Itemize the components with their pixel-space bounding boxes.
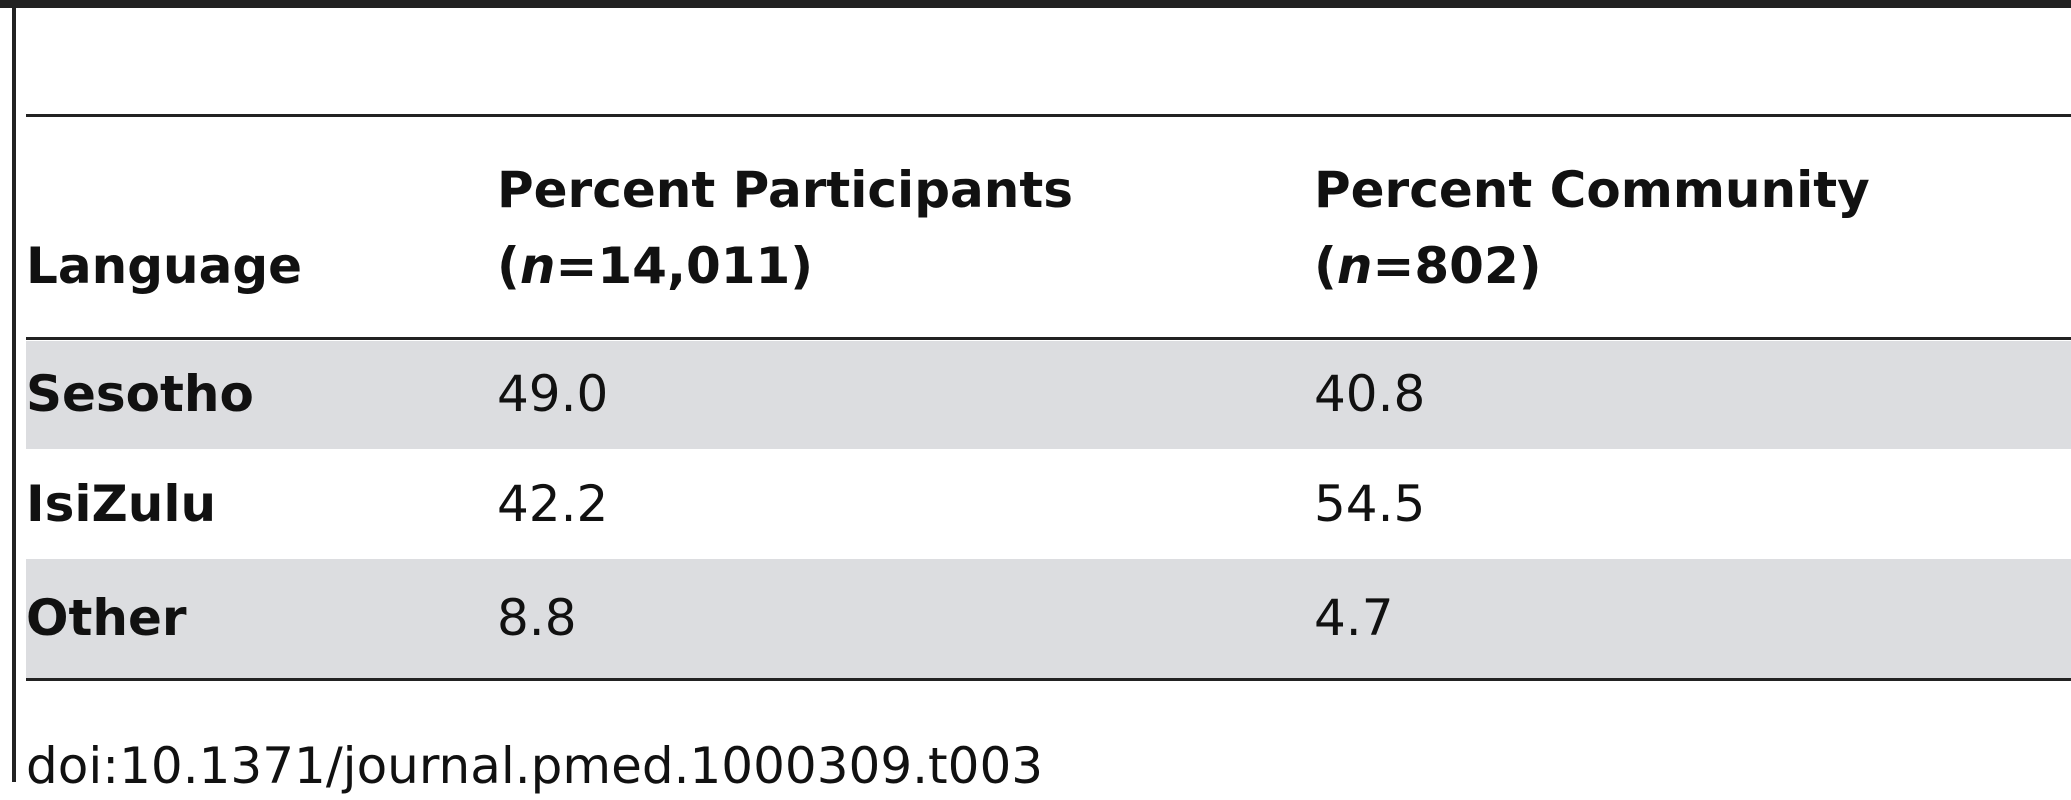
- table-cell: 42.2: [497, 475, 609, 533]
- header-cell: (n=802): [1314, 236, 1542, 296]
- doi: doi:10.1371/journal.pmed.1000309.t003: [26, 737, 1044, 795]
- row-label: Other: [26, 589, 187, 647]
- table-bottom-rule: [26, 678, 2071, 681]
- table-cell: 4.7: [1314, 589, 1394, 647]
- header-text: (: [497, 237, 520, 295]
- left-bar: [12, 0, 16, 782]
- top-bar: [0, 0, 2071, 8]
- table-cell: 8.8: [497, 589, 577, 647]
- table-top-rule: [26, 114, 2071, 117]
- row-label: Sesotho: [26, 365, 254, 423]
- header-cell: Percent Participants: [497, 161, 1073, 219]
- header-cell: Percent Community: [1314, 161, 1870, 219]
- header-cell: Language: [26, 237, 303, 295]
- header-italic: n: [1336, 237, 1373, 295]
- row-shade: [26, 559, 2071, 678]
- header-italic: n: [519, 237, 556, 295]
- row-shade: [26, 341, 2071, 449]
- table-cell: 40.8: [1314, 365, 1426, 423]
- header-rule: [26, 337, 2071, 340]
- row-label: IsiZulu: [26, 475, 217, 533]
- header-text: =14,011): [555, 237, 814, 295]
- header-text: (: [1314, 237, 1337, 295]
- header-text: =802): [1372, 237, 1542, 295]
- header-cell: (n=14,011): [497, 236, 813, 296]
- table-cell: 54.5: [1314, 475, 1426, 533]
- table-cell: 49.0: [497, 365, 609, 423]
